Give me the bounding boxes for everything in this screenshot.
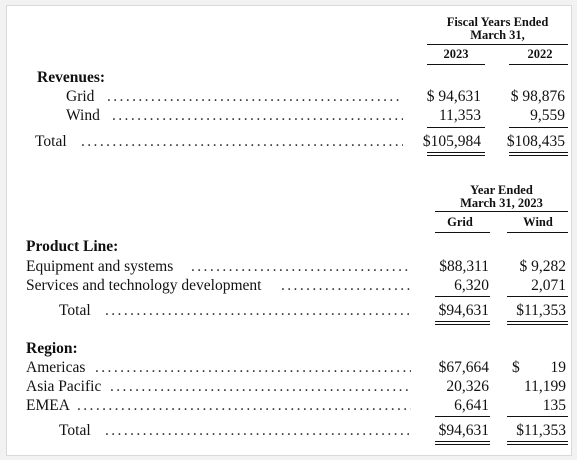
value-wind: 135: [542, 397, 566, 414]
dot-leader: ........................................…: [77, 397, 411, 414]
subtotal-rule: [427, 127, 485, 128]
row-label: Americas: [26, 359, 86, 376]
region-heading: Region:: [26, 340, 78, 357]
value-wind: 2,071: [531, 277, 566, 294]
row-label: EMEA: [26, 397, 70, 414]
total-2022: $108,435: [506, 133, 565, 150]
total-double-rule: [507, 441, 568, 445]
column-rule-wind: [507, 232, 568, 233]
total-label: Total: [35, 133, 67, 150]
value-wind: 19: [550, 359, 567, 376]
year-ended-header: Year Ended March 31, 2023: [435, 184, 568, 210]
header-line-2: March 31,: [470, 28, 525, 42]
total-double-rule: [435, 441, 490, 445]
row-label: Services and technology development: [26, 277, 262, 294]
dot-leader: ........................................…: [81, 133, 403, 150]
value-wind: $ 9,282: [519, 258, 567, 275]
total-grid: $94,631: [438, 422, 489, 439]
value-wind: 11,199: [523, 378, 566, 395]
total-double-rule: [435, 321, 490, 325]
revenues-heading: Revenues:: [37, 69, 106, 86]
value-grid: 20,326: [446, 378, 489, 395]
total-label: Total: [59, 302, 91, 319]
dot-leader: ........................................…: [105, 422, 411, 439]
header-line-1: Fiscal Years Ended: [446, 15, 549, 29]
value-grid: $67,664: [438, 359, 489, 376]
value-grid: $88,311: [439, 258, 489, 275]
column-rule-2023: [427, 64, 485, 65]
dot-leader: ........................................…: [110, 378, 411, 395]
column-wind: Wind: [523, 215, 553, 229]
row-label: Asia Pacific: [26, 378, 102, 395]
value-grid: 6,320: [454, 277, 489, 294]
header-line-1: Year Ended: [470, 183, 533, 197]
dot-leader: ........................................…: [191, 258, 411, 275]
dot-leader: ........................................…: [107, 88, 403, 105]
header-line-2: March 31, 2023: [460, 196, 543, 210]
header-rule: [427, 44, 568, 45]
dot-leader: ........................................…: [112, 107, 403, 124]
product-line-heading: Product Line:: [26, 238, 119, 255]
total-label: Total: [59, 422, 91, 439]
subtotal-rule: [509, 127, 568, 128]
row-label: Grid: [66, 88, 95, 105]
total-double-rule: [507, 321, 568, 325]
value-grid: 6,641: [454, 397, 489, 414]
total-grid: $94,631: [438, 302, 489, 319]
column-2023: 2023: [443, 47, 469, 61]
value-2022: $ 98,876: [510, 88, 565, 105]
subtotal-rule: [507, 296, 568, 297]
total-wind: $11,353: [516, 302, 566, 319]
column-rule-2022: [509, 64, 568, 65]
total-2023: $105,984: [422, 133, 481, 150]
column-grid: Grid: [447, 215, 473, 229]
subtotal-rule: [507, 416, 568, 417]
total-wind: $11,353: [516, 422, 566, 439]
subtotal-rule: [435, 296, 490, 297]
total-double-rule: [427, 152, 485, 156]
row-label: Equipment and systems: [26, 258, 174, 275]
value-2023: 11,353: [438, 107, 481, 124]
column-2022: 2022: [527, 47, 553, 61]
header-rule: [435, 211, 568, 212]
financial-document: Fiscal Years Ended March 31, 2023 2022 R…: [6, 5, 572, 456]
dollar-sign: $: [512, 359, 520, 376]
value-2022: 9,559: [530, 107, 565, 124]
fiscal-years-header: Fiscal Years Ended March 31,: [427, 16, 568, 42]
column-rule-grid: [435, 232, 490, 233]
subtotal-rule: [435, 416, 490, 417]
dot-leader: ........................................…: [95, 359, 411, 376]
row-label: Wind: [66, 107, 100, 124]
value-2023: $ 94,631: [426, 88, 481, 105]
dot-leader: ........................................…: [105, 302, 411, 319]
dot-leader: ........................................…: [281, 277, 411, 294]
total-double-rule: [509, 152, 568, 156]
